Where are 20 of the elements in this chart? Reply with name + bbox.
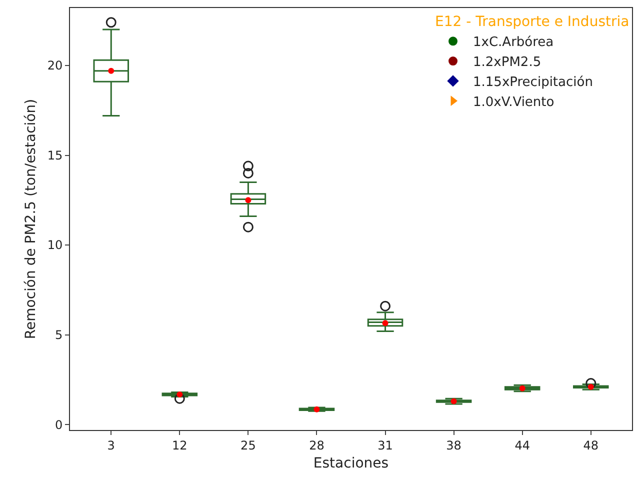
y-tick-label: 10 [47,238,63,252]
y-axis-title: Remoción de PM2.5 (ton/estación) [22,98,39,340]
legend-label: 1.0xV.Viento [473,94,554,110]
x-tick-label: 12 [172,438,188,452]
x-tick-label: 31 [378,438,393,452]
x-tick-label: 3 [107,438,115,452]
legend-label: 1.15xPrecipitación [473,75,593,90]
x-axis-title: Estaciones [313,456,389,472]
y-tick-label: 5 [54,328,63,342]
y-tick-label: 15 [47,148,63,162]
y-tick-label: 0 [54,418,63,432]
legend-title: E12 - Transporte e Industria [435,14,630,30]
x-tick-label: 48 [583,438,599,452]
y-tick-label: 20 [47,58,63,73]
x-tick-label: 25 [240,438,256,452]
legend-label: 1.2xPM2.5 [473,55,542,70]
x-tick-label: 28 [309,438,324,452]
legend-label: 1xC.Arbórea [473,35,554,50]
x-tick-label: 38 [446,438,462,452]
x-tick-label: 44 [514,438,530,452]
